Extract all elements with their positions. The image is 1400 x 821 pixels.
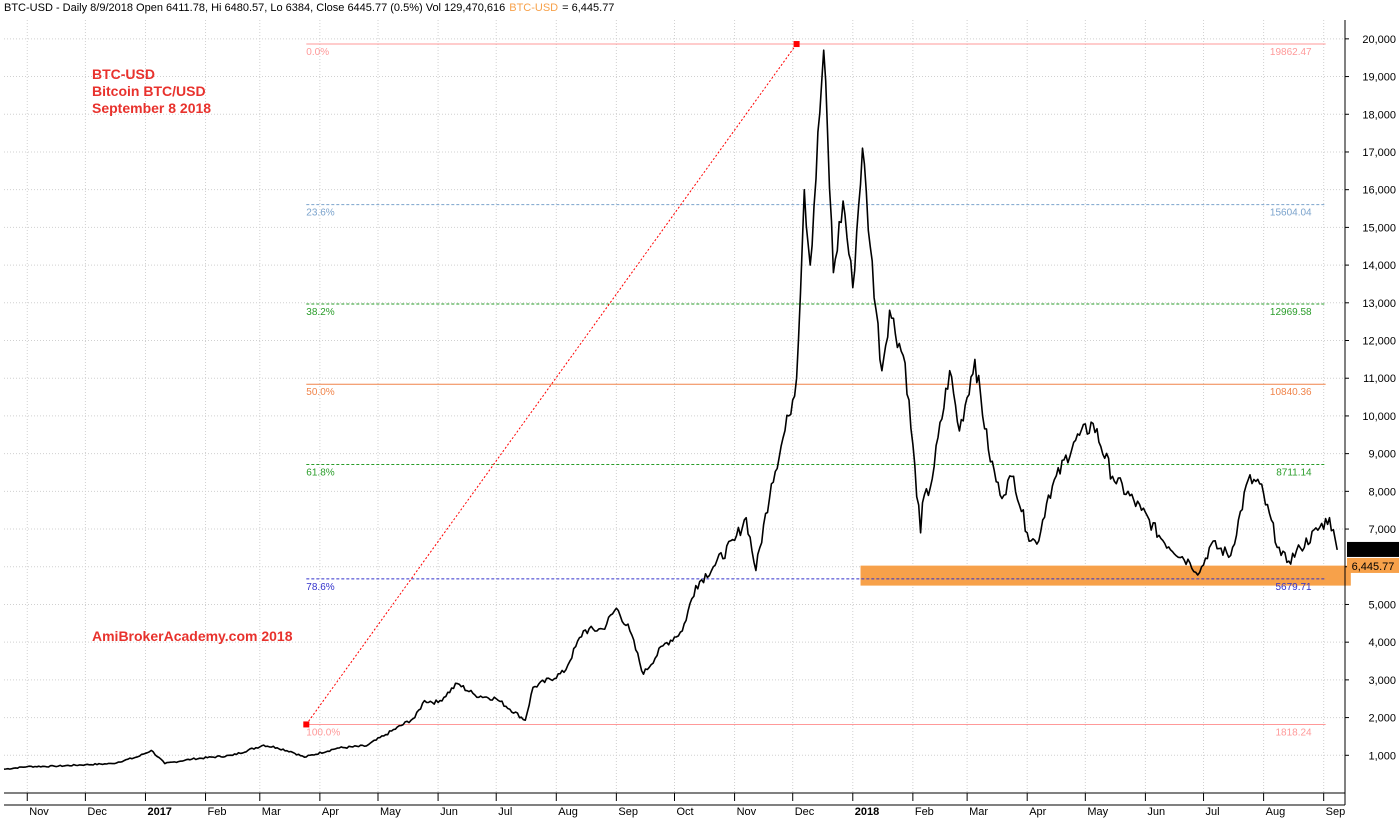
y-tick-label: 17,000 bbox=[1362, 147, 1396, 159]
x-tick-label: 2017 bbox=[147, 806, 171, 818]
price-series bbox=[3, 49, 1338, 770]
y-tick-label: 3,000 bbox=[1368, 675, 1396, 687]
header-info-text: BTC-USD - Daily 8/9/2018 Open 6411.78, H… bbox=[4, 2, 505, 14]
y-tick-label: 15,000 bbox=[1362, 222, 1396, 234]
x-tick-label: Apr bbox=[1029, 806, 1046, 818]
annotation-date: September 8 2018 bbox=[92, 100, 211, 116]
trend-line-endpoint bbox=[793, 41, 800, 48]
x-tick-label: Jun bbox=[440, 806, 458, 818]
header-value: = 6,445.77 bbox=[562, 2, 614, 14]
y-tick-label: 8,000 bbox=[1368, 486, 1396, 498]
x-tick-label: 2018 bbox=[855, 806, 879, 818]
fib-level-value: 10840.36 bbox=[1270, 387, 1312, 398]
x-tick-label: May bbox=[1087, 806, 1108, 818]
fib-level-pct: 50.0% bbox=[306, 387, 334, 398]
header-symbol: BTC-USD bbox=[509, 2, 558, 14]
x-tick-label: Jul bbox=[1206, 806, 1220, 818]
fib-level-value: 8711.14 bbox=[1276, 468, 1312, 479]
trend-line-endpoint bbox=[303, 721, 310, 728]
fib-level-pct: 0.0% bbox=[306, 47, 329, 58]
x-tick-label: Feb bbox=[208, 806, 227, 818]
x-tick-label: Nov bbox=[29, 806, 49, 818]
x-tick-label: May bbox=[380, 806, 401, 818]
x-tick-label: Aug bbox=[1266, 806, 1286, 818]
support-zone-rect bbox=[860, 565, 1351, 586]
support-zone bbox=[860, 565, 1351, 586]
annotation-name: Bitcoin BTC/USD bbox=[92, 83, 206, 99]
x-tick-label: Nov bbox=[737, 806, 757, 818]
last-value-tag bbox=[1347, 557, 1399, 573]
fib-level-pct: 78.6% bbox=[306, 582, 334, 593]
x-tick-label: Feb bbox=[915, 806, 934, 818]
last-value-tag-text: 6,445.77 bbox=[1352, 561, 1395, 573]
grid-lines bbox=[4, 20, 1345, 793]
x-tick-label: Aug bbox=[558, 806, 578, 818]
x-tick-label: Jun bbox=[1147, 806, 1165, 818]
x-tick-label: Mar bbox=[969, 806, 988, 818]
y-tick-label: 16,000 bbox=[1362, 185, 1396, 197]
axes: 1,0002,0003,0004,0005,0006,0007,0008,000… bbox=[4, 20, 1399, 818]
header-info: BTC-USD - Daily 8/9/2018 Open 6411.78, H… bbox=[4, 2, 614, 14]
fib-level-value: 12969.58 bbox=[1270, 307, 1312, 318]
fibonacci-levels: 0.0% 19862.47 23.6% 15604.04 38.2% 12969.58 50… bbox=[306, 43, 1326, 738]
fib-level-pct: 38.2% bbox=[306, 307, 334, 318]
y-tick-label: 5,000 bbox=[1368, 599, 1396, 611]
y-tick-label: 11,000 bbox=[1363, 373, 1396, 385]
fib-level-pct: 100.0% bbox=[306, 727, 340, 738]
y-tick-label: 7,000 bbox=[1368, 524, 1396, 536]
x-tick-label: Sep bbox=[1326, 806, 1346, 818]
y-tick-label: 14,000 bbox=[1362, 260, 1396, 272]
fib-level-pct: 61.8% bbox=[306, 468, 334, 479]
x-tick-label: Dec bbox=[87, 806, 107, 818]
watermark: AmiBrokerAcademy.com 2018 bbox=[92, 628, 293, 644]
y-tick-label: 1,000 bbox=[1368, 750, 1396, 762]
fib-level-value: 5679.71 bbox=[1275, 582, 1312, 593]
y-tick-label: 9,000 bbox=[1368, 449, 1396, 461]
fib-level-value: 19862.47 bbox=[1270, 47, 1312, 58]
x-tick-label: Oct bbox=[677, 806, 694, 818]
y-tick-label: 10,000 bbox=[1362, 411, 1396, 423]
x-tick-label: Dec bbox=[795, 806, 815, 818]
fib-level-value: 15604.04 bbox=[1270, 208, 1312, 219]
fib-level-value: 1818.24 bbox=[1275, 727, 1312, 738]
last-value-badge bbox=[1347, 541, 1399, 557]
fibonacci-trend-line bbox=[303, 41, 800, 728]
x-tick-label: Mar bbox=[262, 806, 281, 818]
y-tick-label: 12,000 bbox=[1362, 336, 1396, 348]
x-tick-label: Sep bbox=[618, 806, 638, 818]
fib-level-pct: 23.6% bbox=[306, 208, 334, 219]
price-line bbox=[3, 49, 1338, 770]
y-tick-label: 2,000 bbox=[1368, 713, 1396, 725]
y-tick-label: 13,000 bbox=[1362, 298, 1396, 310]
y-tick-label: 4,000 bbox=[1368, 637, 1396, 649]
y-tick-label: 20,000 bbox=[1362, 34, 1396, 46]
last-value-badge-text: 6,445.77 bbox=[1352, 545, 1395, 557]
annotation-ticker: BTC-USD bbox=[92, 66, 155, 82]
y-tick-label: 18,000 bbox=[1362, 109, 1396, 121]
x-tick-label: Jul bbox=[498, 806, 512, 818]
x-tick-label: Apr bbox=[322, 806, 339, 818]
y-tick-label: 19,000 bbox=[1362, 72, 1396, 84]
